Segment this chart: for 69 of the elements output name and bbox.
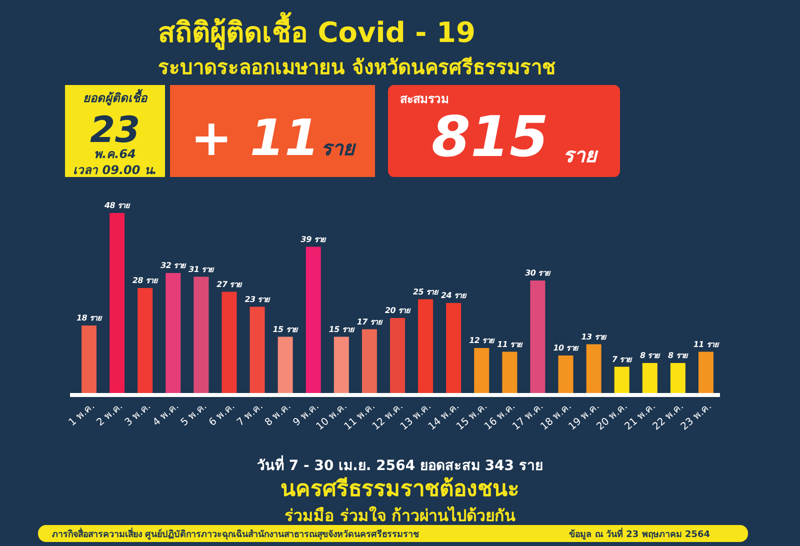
x-tick-label: 3 พ.ค. [123,400,154,429]
bar [306,246,321,393]
data-label: 24 ราย [441,291,468,300]
bar [166,273,181,393]
bar [558,356,574,393]
x-tick-label: 5 พ.ค. [179,400,210,429]
data-label: 23 ราย [244,294,272,304]
data-label: 10 ราย [553,344,580,352]
bar [334,336,349,393]
text: ภารกิจสื่อสารความเสี่ยง ศูนย์ปฏิบัติการภาวะฉุกเฉินสำนักงานสาธารณสุขจังหวัดนครศรีธรรมราช [52,527,420,540]
x-tick-label: 8 พ.ค. [263,400,294,429]
bar [278,336,293,393]
bar [250,306,265,393]
bar [502,352,518,393]
text: วันที่ 7 - 30 เม.ย. 2564 ยอดสะสม 343 ราย [257,455,543,474]
data-label: 39 ราย [300,234,328,244]
bar [418,299,434,393]
bar [222,292,237,393]
data-label: 17 ราย [356,317,384,326]
bar [138,288,153,393]
bar [110,213,125,393]
data-label: 13 ราย [581,332,608,342]
bar [194,276,209,393]
chart-title: สถิติผู้ติดเชื้อ Covid - 19 [158,11,476,50]
text: ยอดผู้ติดเชื้อ [83,89,148,106]
data-label: 30 ราย [525,268,552,278]
data-label: 11 ราย [497,340,524,349]
bar [698,352,714,393]
text: ร่วมมือ ร่วมใจ ก้าวผ่านไปด้วยกัน [284,506,516,525]
x-tick-label: 4 พ.ค. [151,400,182,429]
data-label: 8 ราย [668,351,690,360]
data-label: 8 ราย [640,351,662,360]
text: 815 [432,105,548,170]
text: ข้อมูล ณ วันที่ 23 พฤษภาคม 2564 [568,527,710,540]
data-label: 28 ราย [132,276,159,285]
data-label: 15 ราย [328,324,356,334]
x-tick-label: 7 พ.ค. [235,400,266,429]
text: นครศรีธรรมราชต้องชนะ [280,477,520,502]
bar [586,344,602,393]
data-label: 32 ราย [160,261,188,270]
bar [530,280,546,393]
bar [642,363,658,393]
data-label: 15 ราย [272,324,300,334]
data-label: 48 ราย [104,201,131,210]
chart-subtitle: ระบาดระลอกเมษายน จังหวัดนครศรีธรรมราช [158,55,556,79]
bar [82,326,97,393]
data-label: 7 ราย [612,354,634,364]
x-tick-label: 6 พ.ค. [207,400,238,429]
bar [614,366,630,393]
data-label: 18 ราย [76,314,103,322]
data-label: 11 ราย [693,340,720,349]
text: + 11 [190,109,320,167]
x-tick-label: 1 พ.ค. [66,400,97,429]
x-tick-label: 2 พ.ค. [95,400,125,429]
text: พ.ค.64 [94,147,136,161]
bar [390,318,405,393]
bar [446,303,462,393]
data-label: 25 ราย [412,287,440,296]
bar [474,348,490,393]
text: เวลา 09.00 น. [73,163,157,177]
text: ราย [321,136,357,160]
text: ราย [563,143,599,167]
bar [362,329,377,393]
data-label: 31 ราย [188,264,216,274]
bar [670,363,686,393]
data-label: 20 ราย [384,306,412,315]
data-label: 27 ราย [216,280,244,289]
text: สะสมรวม [400,92,449,106]
data-label: 12 ราย [469,336,496,345]
